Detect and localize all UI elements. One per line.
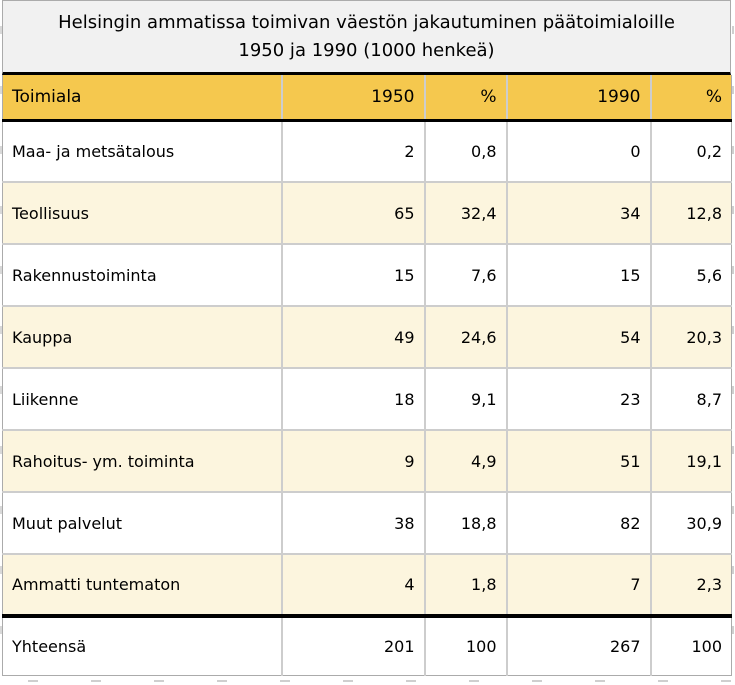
column-header-1990: 1990 bbox=[505, 75, 652, 122]
table-row: Liikenne 18 9,1 23 8,7 bbox=[2, 367, 732, 431]
cell-1950-pct: 18,8 bbox=[423, 491, 508, 555]
cell-1990-pct: 20,3 bbox=[649, 305, 732, 369]
column-header-toimiala: Toimiala bbox=[2, 75, 283, 122]
table-row: Rakennustoiminta 15 7,6 15 5,6 bbox=[2, 243, 732, 307]
table-row: Kauppa 49 24,6 54 20,3 bbox=[2, 305, 732, 369]
cell-1950: 49 bbox=[280, 305, 426, 369]
cell-1990-pct: 19,1 bbox=[649, 429, 732, 493]
spreadsheet-gridline-ticks-bottom bbox=[28, 680, 735, 682]
total-1950-pct: 100 bbox=[423, 614, 508, 676]
column-header-1950: 1950 bbox=[280, 75, 426, 122]
cell-1950: 65 bbox=[280, 181, 426, 245]
cell-1950: 2 bbox=[280, 119, 426, 183]
cell-1990: 23 bbox=[505, 367, 652, 431]
row-label: Ammatti tuntematon bbox=[2, 553, 283, 617]
total-1990-pct: 100 bbox=[649, 614, 732, 676]
table-row: Maa- ja metsätalous 2 0,8 0 0,2 bbox=[2, 119, 732, 183]
cell-1950-pct: 1,8 bbox=[423, 553, 508, 617]
row-label: Kauppa bbox=[2, 305, 283, 369]
table-title-line2: 1950 ja 1990 (1000 henkeä) bbox=[238, 39, 495, 61]
cell-1950: 4 bbox=[280, 553, 426, 617]
cell-1990-pct: 30,9 bbox=[649, 491, 732, 555]
cell-1950-pct: 24,6 bbox=[423, 305, 508, 369]
spreadsheet-gridline-ticks-right bbox=[732, 26, 734, 678]
cell-1990-pct: 8,7 bbox=[649, 367, 732, 431]
cell-1950-pct: 7,6 bbox=[423, 243, 508, 307]
total-1950: 201 bbox=[280, 614, 426, 676]
data-table: Toimiala 1950 % 1990 % Maa- ja metsätalo… bbox=[2, 75, 732, 676]
cell-1990: 34 bbox=[505, 181, 652, 245]
cell-1950-pct: 32,4 bbox=[423, 181, 508, 245]
row-label: Liikenne bbox=[2, 367, 283, 431]
cell-1990-pct: 0,2 bbox=[649, 119, 732, 183]
cell-1990: 15 bbox=[505, 243, 652, 307]
cell-1990: 0 bbox=[505, 119, 652, 183]
table-row: Muut palvelut 38 18,8 82 30,9 bbox=[2, 491, 732, 555]
table-title: Helsingin ammatissa toimivan väestön jak… bbox=[2, 0, 731, 75]
row-label: Teollisuus bbox=[2, 181, 283, 245]
spreadsheet-gridline-ticks-left bbox=[0, 26, 2, 671]
cell-1950: 15 bbox=[280, 243, 426, 307]
row-label: Rakennustoiminta bbox=[2, 243, 283, 307]
column-header-1950-pct: % bbox=[423, 75, 508, 122]
cell-1950: 9 bbox=[280, 429, 426, 493]
row-label: Maa- ja metsätalous bbox=[2, 119, 283, 183]
cell-1950-pct: 0,8 bbox=[423, 119, 508, 183]
table-row: Rahoitus- ym. toiminta 9 4,9 51 19,1 bbox=[2, 429, 732, 493]
cell-1950-pct: 4,9 bbox=[423, 429, 508, 493]
cell-1950: 18 bbox=[280, 367, 426, 431]
column-header-1990-pct: % bbox=[649, 75, 732, 122]
cell-1950-pct: 9,1 bbox=[423, 367, 508, 431]
total-label: Yhteensä bbox=[2, 614, 283, 676]
row-label: Muut palvelut bbox=[2, 491, 283, 555]
table-title-line1: Helsingin ammatissa toimivan väestön jak… bbox=[58, 11, 675, 33]
cell-1990: 51 bbox=[505, 429, 652, 493]
cell-1990: 7 bbox=[505, 553, 652, 617]
cell-1990-pct: 12,8 bbox=[649, 181, 732, 245]
total-1990: 267 bbox=[505, 614, 652, 676]
cell-1950: 38 bbox=[280, 491, 426, 555]
cell-1990: 54 bbox=[505, 305, 652, 369]
cell-1990-pct: 2,3 bbox=[649, 553, 732, 617]
header-row: Toimiala 1950 % 1990 % bbox=[2, 75, 732, 122]
table-row: Ammatti tuntematon 4 1,8 7 2,3 bbox=[2, 553, 732, 617]
table-row: Teollisuus 65 32,4 34 12,8 bbox=[2, 181, 732, 245]
total-row: Yhteensä 201 100 267 100 bbox=[2, 614, 732, 676]
row-label: Rahoitus- ym. toiminta bbox=[2, 429, 283, 493]
cell-1990-pct: 5,6 bbox=[649, 243, 732, 307]
cell-1990: 82 bbox=[505, 491, 652, 555]
